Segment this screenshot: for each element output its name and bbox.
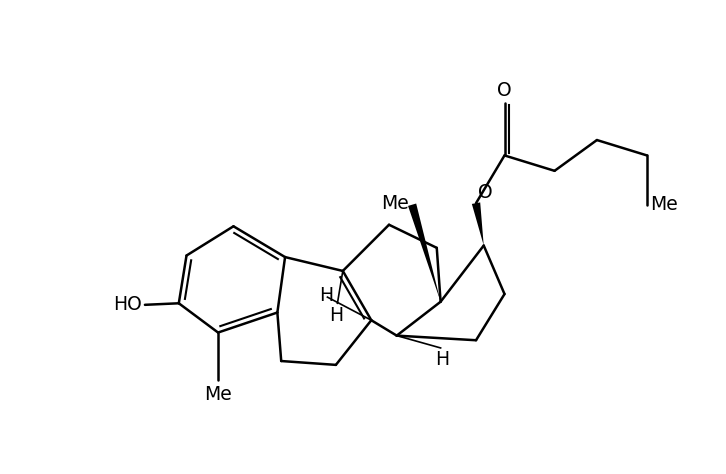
Text: Me: Me	[650, 195, 678, 214]
Text: O: O	[497, 81, 512, 100]
Text: Me: Me	[204, 385, 232, 404]
Text: HO: HO	[113, 295, 142, 314]
Polygon shape	[408, 203, 441, 302]
Text: H: H	[329, 306, 343, 325]
Text: O: O	[478, 182, 492, 201]
Text: H: H	[319, 286, 333, 305]
Text: H: H	[435, 350, 449, 369]
Polygon shape	[472, 202, 484, 246]
Text: Me: Me	[381, 194, 409, 213]
